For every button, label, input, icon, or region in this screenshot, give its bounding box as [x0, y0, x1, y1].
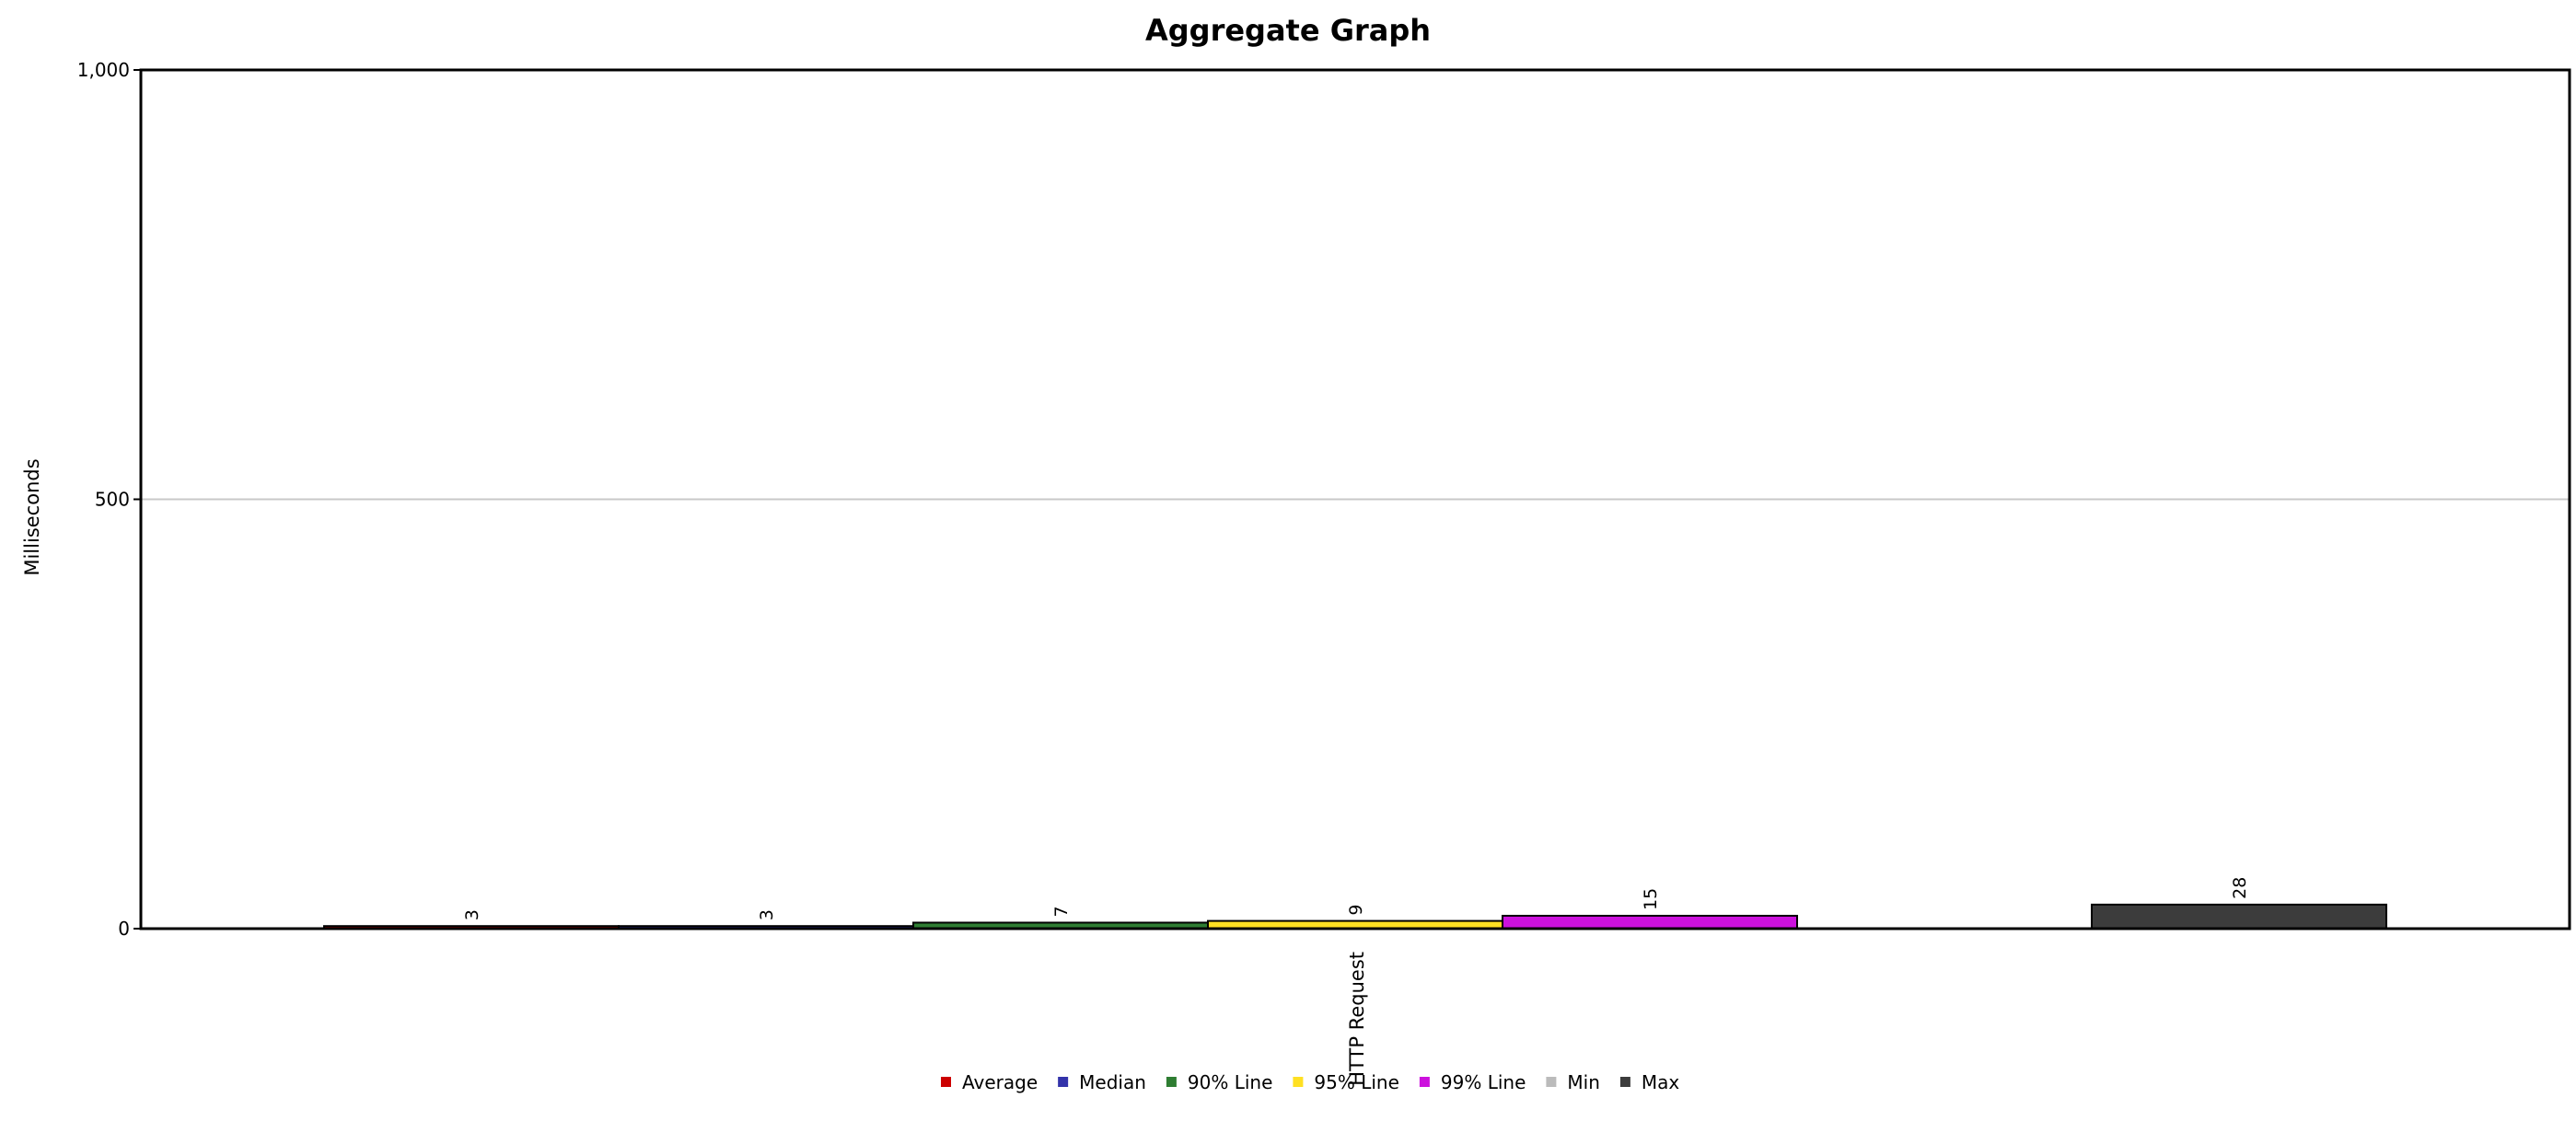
data-label: 3 — [462, 909, 482, 920]
y-tick-label: 0 — [118, 918, 130, 940]
data-label: 15 — [1641, 888, 1661, 910]
legend-label: 90% Line — [1188, 1071, 1273, 1093]
y-tick-label: 1,000 — [77, 59, 130, 81]
data-label: 7 — [1051, 906, 1072, 917]
legend-label: Average — [962, 1071, 1038, 1093]
bar-99-line — [1502, 915, 1798, 930]
legend-swatch — [1619, 1077, 1630, 1087]
chart-title: Aggregate Graph — [1145, 13, 1431, 48]
legend-label: Min — [1567, 1071, 1600, 1093]
data-label: 28 — [2230, 877, 2250, 899]
legend-label: Median — [1079, 1071, 1146, 1093]
y-tick-label: 500 — [95, 489, 130, 511]
data-label: 3 — [757, 909, 777, 920]
legend-swatch — [1166, 1077, 1177, 1087]
legend-label: 95% Line — [1314, 1071, 1399, 1093]
legend-swatch — [1419, 1077, 1430, 1087]
bar-max — [2091, 903, 2387, 930]
legend-swatch — [1293, 1077, 1304, 1087]
bars — [323, 903, 2387, 930]
x-category-label: HTTP Request — [1346, 952, 1368, 1086]
y-axis-label: Milliseconds — [21, 458, 43, 575]
data-labels: 3 3 7 9 15 28 — [462, 877, 2250, 921]
legend: Average Median 90% Line 95% Line 99% Line Min… — [941, 1071, 1679, 1093]
legend-label: Max — [1642, 1071, 1680, 1093]
legend-swatch — [1546, 1077, 1557, 1087]
legend-swatch — [941, 1077, 951, 1087]
data-label: 9 — [1346, 905, 1366, 916]
legend-label: 99% Line — [1441, 1071, 1526, 1093]
y-axis-ticks: 0 500 1,000 — [77, 59, 141, 940]
legend-swatch — [1058, 1077, 1069, 1087]
